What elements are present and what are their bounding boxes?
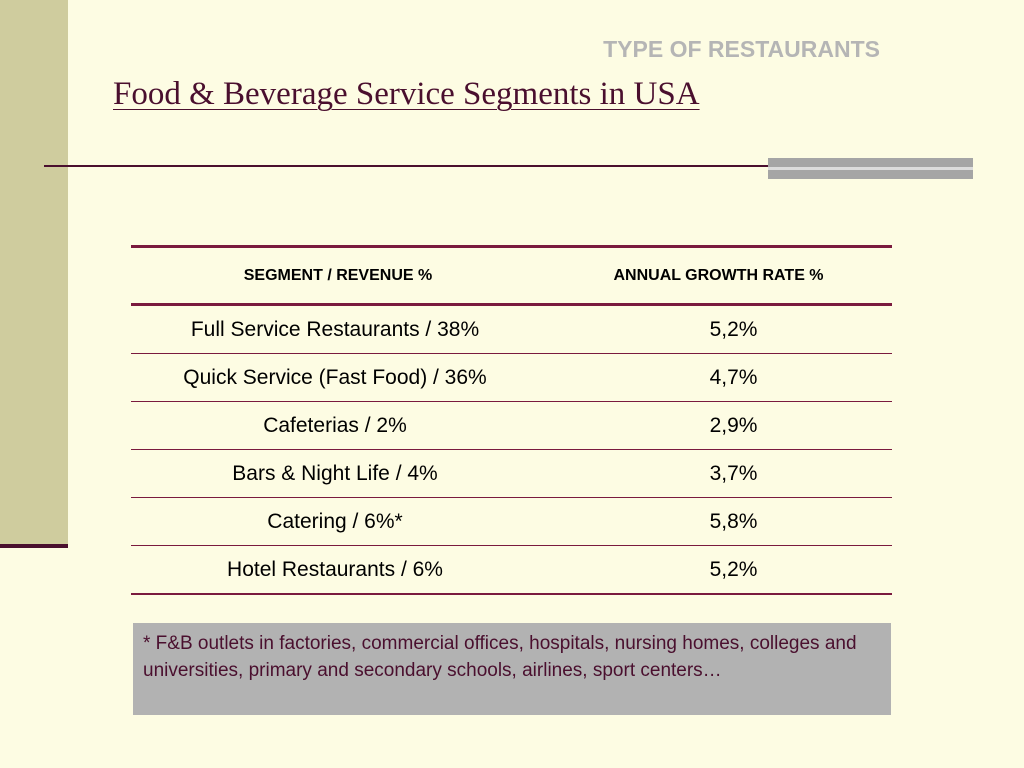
segment-cell: Full Service Restaurants / 38% <box>131 304 545 354</box>
segment-cell: Bars & Night Life / 4% <box>131 449 545 498</box>
segment-column-header: SEGMENT / REVENUE % <box>131 245 545 306</box>
table-row: Hotel Restaurants / 6% 5,2% <box>131 545 892 595</box>
growth-cell: 5,2% <box>545 304 892 354</box>
table-row: Full Service Restaurants / 38% 5,2% <box>131 304 892 354</box>
left-bar-rule <box>0 544 68 548</box>
slide-title: Food & Beverage Service Segments in USA <box>113 76 700 112</box>
segment-cell: Hotel Restaurants / 6% <box>131 545 545 595</box>
header-rule <box>44 165 770 167</box>
left-decorative-bar <box>0 0 68 544</box>
table-row: Bars & Night Life / 4% 3,7% <box>131 449 892 498</box>
table-row: Cafeterias / 2% 2,9% <box>131 401 892 450</box>
segment-cell: Catering / 6%* <box>131 497 545 546</box>
growth-cell: 5,2% <box>545 545 892 595</box>
growth-cell: 2,9% <box>545 401 892 450</box>
footnote-box: * F&B outlets in factories, commercial o… <box>133 623 891 715</box>
header-block-stripe <box>768 167 973 170</box>
segment-cell: Cafeterias / 2% <box>131 401 545 450</box>
table-header-row: SEGMENT / REVENUE % ANNUAL GROWTH RATE % <box>131 245 892 306</box>
table-row: Catering / 6%* 5,8% <box>131 497 892 546</box>
section-label: TYPE OF RESTAURANTS <box>603 36 880 62</box>
growth-column-header: ANNUAL GROWTH RATE % <box>545 245 892 306</box>
growth-cell: 4,7% <box>545 353 892 402</box>
growth-cell: 3,7% <box>545 449 892 498</box>
segments-table: SEGMENT / REVENUE % ANNUAL GROWTH RATE %… <box>131 245 892 595</box>
table-row: Quick Service (Fast Food) / 36% 4,7% <box>131 353 892 402</box>
growth-cell: 5,8% <box>545 497 892 546</box>
segment-cell: Quick Service (Fast Food) / 36% <box>131 353 545 402</box>
